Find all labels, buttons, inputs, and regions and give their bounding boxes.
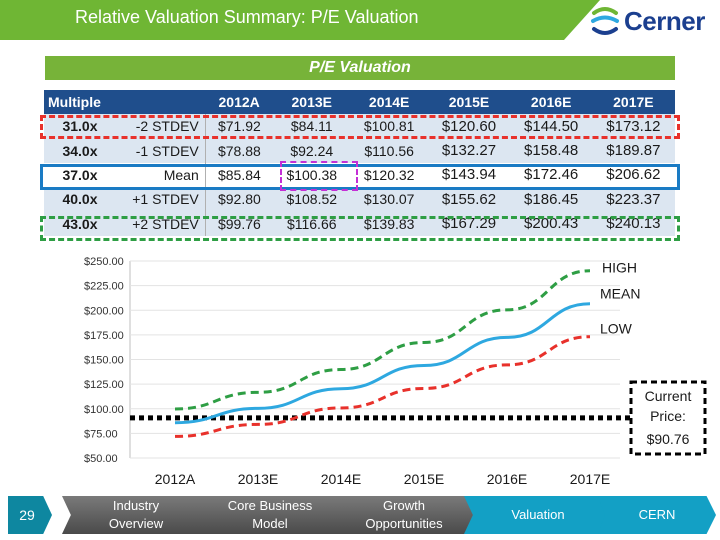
pe-line-chart: $250.00 $225.00 $200.00 $175.00 $150.00 $125.… [84,256,707,487]
mean-series-label: MEAN [600,286,640,302]
high-series-label: HIGH [602,260,637,276]
cerner-logo-icon [591,7,619,35]
table-cell: $173.12 [592,114,675,139]
header-bar [0,0,600,40]
current-price-box [629,380,707,456]
table-row: 40.0x +1 STDEV $92.80 $108.52 $130.07 $1… [44,187,675,212]
y-tick-label: $200.00 [84,305,124,317]
table-cell: $100.81 [350,114,428,139]
table-title: P/E Valuation [45,56,675,80]
nav-label: Core Business [227,498,313,513]
table-cell: $144.50 [510,114,593,139]
row-stdev: +1 STDEV [103,187,206,212]
x-tick-label: 2015E [404,471,444,487]
pe-valuation-table: Multiple 2012A 2013E 2014E 2015E 2016E 2… [44,90,675,236]
table-cell: $158.48 [510,138,593,163]
table-cell: $189.87 [592,138,675,163]
y-axis-ticks: $250.00 $225.00 $200.00 $175.00 $150.00 $125.… [84,256,124,465]
x-tick-label: 2017E [570,471,610,487]
low-series-line [174,335,591,438]
row-stdev: +2 STDEV [103,211,206,236]
table-cell: $110.56 [350,138,428,163]
header-2013e: 2013E [273,90,351,114]
y-tick-label: $50.00 [84,453,118,465]
table-cell: $108.52 [273,187,351,212]
nav-core-business-model[interactable]: Core Business Model [196,496,344,534]
header-2017e: 2017E [592,90,675,114]
current-price-label: Current [645,388,692,404]
mean-2013e-highlight [280,161,358,191]
x-tick-label: 2016E [487,471,527,487]
slide-title: Relative Valuation Summary: P/E Valuatio… [75,7,419,27]
table-cell: $92.24 [273,138,351,163]
y-tick-label: $100.00 [84,404,124,416]
current-price-value: $90.76 [647,431,690,447]
mean-series-line [174,302,591,425]
current-price-label: Price: [650,408,686,424]
table-cell: $71.92 [205,114,274,139]
table-cell: $155.62 [427,187,511,212]
low-series-label: LOW [600,321,633,337]
nav-label: Model [252,516,288,531]
table-row: 43.0x +2 STDEV $99.76 $116.66 $139.83 $1… [44,211,675,236]
table-cell: $200.43 [510,211,593,236]
low-row-highlight [40,115,680,139]
logo-text: Cerner [624,6,705,36]
chart-grid [129,260,631,459]
row-stdev: -2 STDEV [103,114,206,139]
high-rows-highlight [40,216,680,241]
table-cell: $84.11 [273,114,351,139]
y-tick-label: $75.00 [84,428,118,440]
table-cell: $130.07 [350,187,428,212]
nav-label: Growth [383,498,425,513]
table-cell: $116.66 [273,211,351,236]
y-tick-label: $250.00 [84,256,124,268]
nav-industry-overview[interactable]: Industry Overview [62,496,210,534]
nav-label: Valuation [511,507,565,522]
table-cell: $139.83 [350,211,428,236]
row-stdev: -1 STDEV [103,138,206,163]
x-tick-label: 2014E [321,471,361,487]
chart-series [174,269,591,438]
table-cell: $92.80 [205,187,274,212]
nav-label: CERN [638,507,676,522]
y-tick-label: $150.00 [84,355,124,367]
nav-valuation[interactable]: Valuation [464,496,612,534]
table-cell: $223.37 [592,187,675,212]
nav-label: Opportunities [365,516,443,531]
table-cell: $167.29 [427,211,511,236]
table-cell: $78.88 [205,138,274,163]
row-multiple: 31.0x [44,114,104,139]
header-2012a: 2012A [205,90,274,114]
table-cell: $186.45 [510,187,593,212]
table-row: 34.0x -1 STDEV $78.88 $92.24 $110.56 $13… [44,138,675,163]
nav-growth-opportunities[interactable]: Growth Opportunities [330,496,478,534]
header-multiple: Multiple [44,90,206,114]
table-cell: $132.27 [427,138,511,163]
row-multiple: 40.0x [44,187,104,212]
table-row: 31.0x -2 STDEV $71.92 $84.11 $100.81 $12… [44,114,675,139]
high-series-line [174,269,591,411]
table-header-row: Multiple 2012A 2013E 2014E 2015E 2016E 2… [44,90,675,114]
table-cell: $120.60 [427,114,511,139]
y-tick-label: $175.00 [84,330,124,342]
nav-cern[interactable]: CERN [598,496,716,534]
header-2014e: 2014E [350,90,428,114]
table-cell: $99.76 [205,211,274,236]
header-2016e: 2016E [510,90,593,114]
page-number: 29 [8,496,52,534]
mean-row-highlight [40,164,680,190]
nav-label: Overview [108,516,164,531]
x-axis-ticks: 2012A 2013E 2014E 2015E 2016E 2017E [155,471,610,487]
nav-label: Industry [112,498,160,513]
x-tick-label: 2012A [155,471,196,487]
row-multiple: 43.0x [44,211,104,236]
y-tick-label: $125.00 [84,379,124,391]
y-tick-label: $225.00 [84,281,124,293]
table-cell: $240.13 [592,211,675,236]
row-multiple: 34.0x [44,138,104,163]
x-tick-label: 2013E [238,471,278,487]
cerner-logo: Cerner [588,4,716,40]
header-2015e: 2015E [427,90,511,114]
